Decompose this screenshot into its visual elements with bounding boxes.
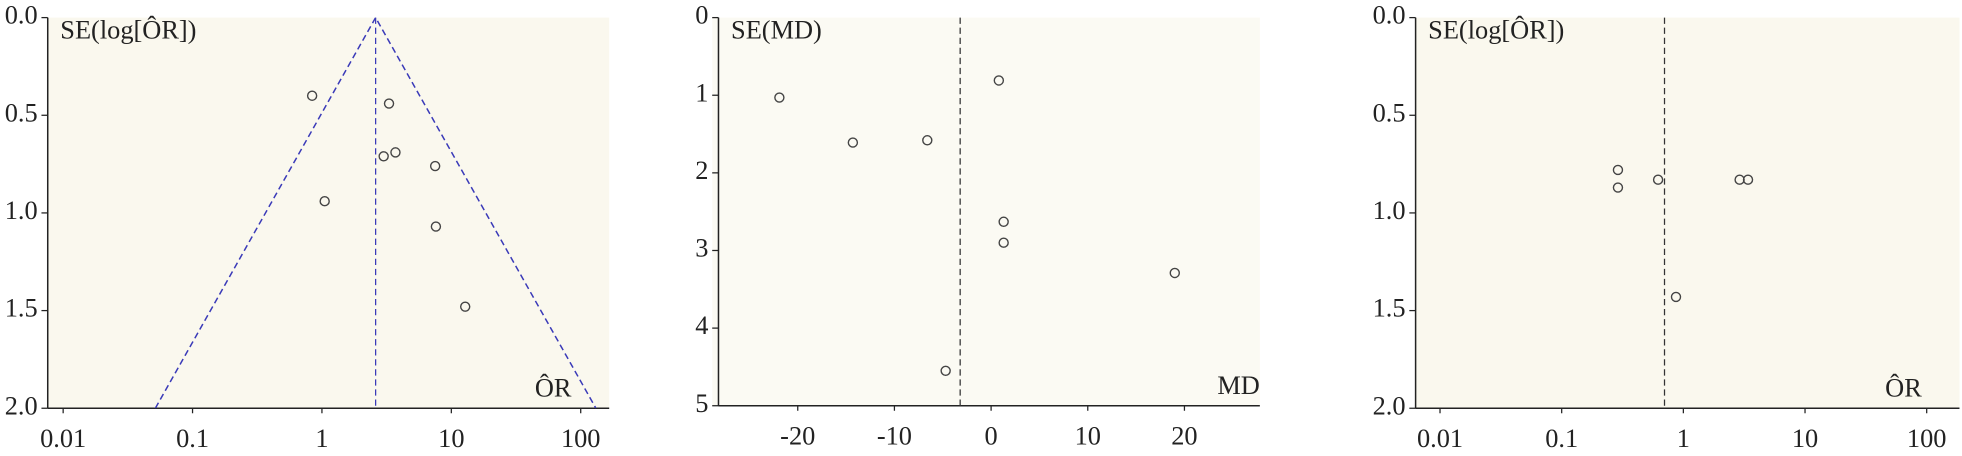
data-point bbox=[383, 98, 395, 109]
plot-background bbox=[712, 17, 1260, 406]
data-point bbox=[940, 365, 951, 377]
y-tick-label: 0.0 bbox=[5, 1, 38, 30]
x-tick-label: 0.1 bbox=[176, 424, 209, 453]
plot-background bbox=[1415, 17, 1960, 409]
data-point bbox=[847, 137, 859, 148]
data-point bbox=[1612, 164, 1624, 176]
x-tick-label: -20 bbox=[780, 421, 815, 450]
y-tick-label: 3 bbox=[695, 234, 708, 263]
y-tick-label: 0 bbox=[695, 1, 708, 30]
funnel bbox=[154, 17, 597, 409]
data-point bbox=[1169, 267, 1180, 279]
y-tick-label: 1.5 bbox=[5, 294, 38, 323]
y-tick-label: 2.0 bbox=[1373, 391, 1406, 420]
y-axis-label: SE(log[ÔR]) bbox=[1428, 15, 1564, 45]
data-point bbox=[1742, 174, 1754, 185]
data-point bbox=[1612, 182, 1624, 193]
y-tick-label: 2.0 bbox=[5, 391, 38, 420]
x-tick-label: -10 bbox=[877, 421, 912, 450]
data-point bbox=[998, 237, 1009, 248]
data-point bbox=[378, 151, 389, 162]
y-tick-label: 0.5 bbox=[5, 98, 38, 127]
y-tick-label: 1.0 bbox=[1373, 196, 1406, 225]
y-tick-label: 0.0 bbox=[1373, 1, 1406, 30]
y-tick-label: 2 bbox=[695, 156, 708, 185]
x-tick-label: 20 bbox=[1171, 421, 1197, 450]
data-point bbox=[774, 92, 785, 103]
data-point bbox=[922, 135, 933, 146]
data-point bbox=[306, 90, 318, 101]
x-tick-label: 0 bbox=[985, 421, 998, 450]
data-point bbox=[319, 195, 330, 207]
y-tick-label: 1 bbox=[695, 78, 708, 107]
x-tick-label: 10 bbox=[1075, 421, 1101, 450]
x-tick-label: 100 bbox=[561, 424, 601, 453]
data-point bbox=[1652, 174, 1664, 185]
data-point bbox=[459, 301, 471, 312]
data-point bbox=[429, 160, 441, 172]
y-tick-label: 0.5 bbox=[1373, 98, 1406, 127]
y-axis-label: SE(MD) bbox=[731, 16, 822, 45]
x-tick-label: 1 bbox=[315, 424, 328, 453]
x-tick-label: 100 bbox=[1907, 424, 1947, 453]
y-axis-label: SE(log[ÔR]) bbox=[60, 15, 196, 45]
data-point bbox=[993, 75, 1005, 86]
y-tick-label: 1.0 bbox=[5, 196, 38, 225]
x-axis-label: MD bbox=[1217, 371, 1259, 400]
x-tick-label: 10 bbox=[438, 424, 464, 453]
x-tick-label: 10 bbox=[1792, 424, 1818, 453]
x-axis-label: ÔR bbox=[535, 373, 572, 403]
data-point bbox=[430, 221, 442, 232]
data-point bbox=[390, 147, 401, 158]
y-tick-label: 1.5 bbox=[1373, 294, 1406, 323]
y-tick-label: 5 bbox=[695, 389, 708, 418]
x-axis-label: ÔR bbox=[1885, 373, 1922, 403]
x-tick-label: 0.1 bbox=[1545, 424, 1578, 453]
data-point bbox=[998, 216, 1009, 227]
x-tick-label: 0.01 bbox=[1417, 424, 1463, 453]
plot-background bbox=[47, 17, 610, 409]
y-tick-label: 4 bbox=[695, 311, 708, 340]
data-point bbox=[1670, 291, 1682, 303]
x-tick-label: 1 bbox=[1677, 424, 1690, 453]
x-tick-label: 0.01 bbox=[40, 424, 86, 453]
